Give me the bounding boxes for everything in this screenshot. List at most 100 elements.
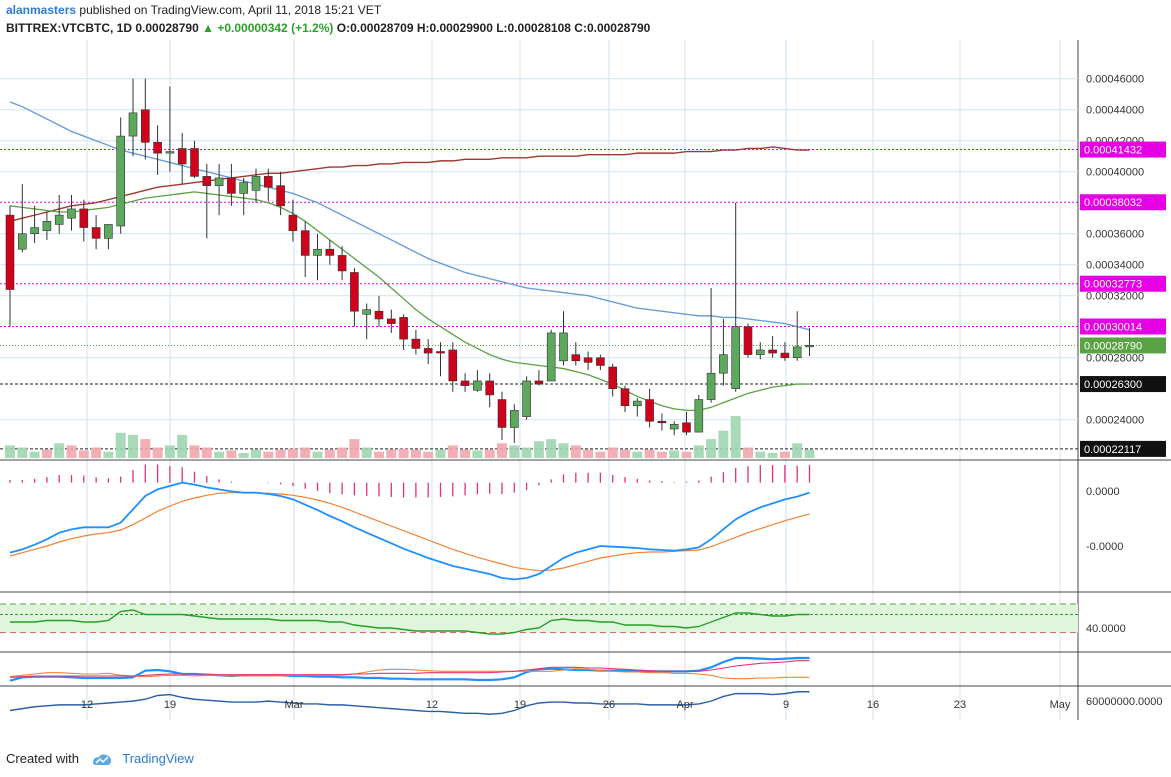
volume-bar (607, 447, 618, 458)
created-with-label: Created with (6, 751, 79, 766)
candle (706, 372, 716, 400)
lower-line (9, 691, 810, 715)
volume-bar (140, 439, 151, 458)
volume-bar (558, 443, 569, 458)
up-arrow-icon: ▲ (202, 21, 214, 35)
x-tick-label: 16 (867, 699, 879, 711)
candle (104, 224, 113, 239)
volume-bar (681, 451, 692, 458)
candle (632, 400, 642, 407)
published-info: published on TradingView.com, April 11, … (79, 3, 382, 17)
volume-bar (361, 447, 372, 458)
volume-bar (66, 445, 77, 458)
volume-bar (533, 441, 544, 458)
volume-bar (17, 447, 28, 458)
volume-bar (287, 448, 298, 458)
candle (694, 399, 704, 433)
volume-bar (447, 445, 458, 458)
volume-bar (5, 445, 15, 458)
tradingview-brand[interactable]: TradingView (122, 751, 194, 766)
volume-bar (337, 447, 348, 458)
volume-bar (386, 449, 397, 458)
ma-brown-line (9, 146, 810, 223)
candle (399, 317, 408, 340)
candle (54, 214, 64, 225)
volume-bar (779, 451, 790, 458)
candle (337, 255, 347, 272)
author-link[interactable]: alanmasters (6, 3, 77, 17)
volume-bar (152, 447, 163, 458)
candle (448, 349, 458, 382)
candle (30, 227, 39, 235)
last-price: 0.00028790 (135, 21, 199, 35)
volume-bar (804, 449, 815, 458)
x-tick-label: May (1050, 699, 1071, 711)
candle (731, 326, 741, 390)
candle (386, 318, 396, 324)
volume-bar (792, 443, 803, 458)
volume-bar (91, 447, 102, 458)
chart-svg[interactable]: 0.000460000.000440000.000420000.00040000… (0, 40, 1171, 720)
candle (300, 230, 310, 256)
level-label: 0.00028790 (1084, 340, 1142, 352)
volume-bar (164, 445, 175, 458)
candle (116, 135, 125, 227)
level-label: 0.00032773 (1084, 279, 1142, 291)
candle (473, 380, 482, 391)
volume-bar (730, 416, 741, 458)
level-label-bg (1080, 376, 1166, 393)
x-tick-label: 19 (164, 699, 176, 711)
candle (165, 151, 175, 154)
volume-bar (189, 445, 200, 458)
candle (128, 112, 138, 137)
candle (177, 148, 187, 165)
candle (239, 182, 248, 194)
level-label-bg (1080, 318, 1166, 335)
candle (534, 380, 544, 385)
candle (91, 227, 101, 239)
y-tick-label: 0.00044000 (1086, 105, 1144, 117)
signal-line (9, 492, 810, 572)
level-label: 0.00038032 (1084, 197, 1142, 209)
volume-bar (128, 434, 138, 458)
candle (780, 352, 790, 359)
volume-bar (632, 451, 643, 458)
volume-bar (78, 450, 89, 458)
volume-bar (251, 449, 261, 458)
tradingview-logo-icon (92, 753, 111, 765)
macd-y-tick-label: 0.0000 (1086, 486, 1120, 498)
candle (620, 388, 630, 407)
volume-bar (706, 439, 717, 458)
volume-bar (497, 443, 507, 458)
candle (657, 420, 667, 424)
volume-bar (693, 445, 704, 458)
candle (251, 176, 261, 191)
level-label: 0.00022117 (1084, 444, 1141, 456)
volume-bar (743, 447, 753, 458)
directional-line (9, 660, 810, 678)
volume-bar (644, 449, 655, 458)
y-tick-label: 0.00046000 (1086, 74, 1144, 86)
volume-bar (620, 449, 630, 458)
ohlc-values: O:0.00028709 H:0.00029900 L:0.00028108 C… (336, 21, 651, 35)
candle (313, 248, 322, 256)
level-label: 0.00030014 (1084, 321, 1142, 333)
candle (411, 338, 421, 349)
ma-blue-line (9, 101, 810, 331)
symbol-label: BITTREX:VTCBTC, 1D (6, 21, 132, 35)
volume-bar (214, 451, 225, 458)
candle (460, 380, 470, 386)
candle (190, 148, 199, 177)
y-tick-label: 0.00028000 (1086, 353, 1144, 365)
candle (17, 233, 27, 250)
oscillator-line (10, 609, 810, 635)
candle (682, 422, 691, 433)
candle (596, 357, 605, 366)
candle (79, 208, 89, 228)
x-tick-label: 26 (603, 699, 615, 711)
volume-bar (263, 451, 274, 458)
candle (768, 349, 777, 354)
x-tick-label: 19 (514, 699, 526, 711)
candle (362, 309, 372, 315)
volume-bar (767, 452, 778, 458)
